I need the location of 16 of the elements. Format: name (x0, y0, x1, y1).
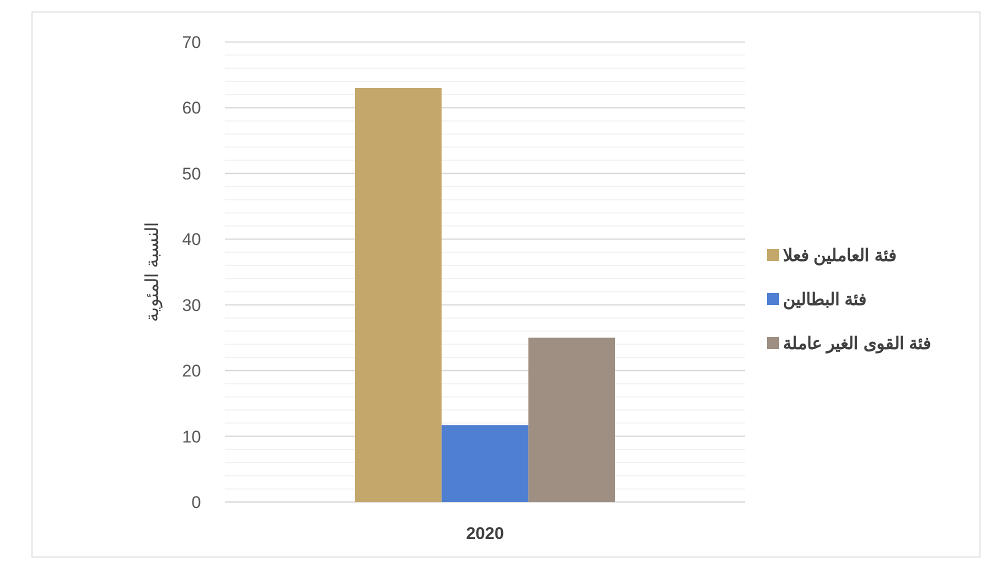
y-tick-label: 20 (182, 362, 201, 381)
y-tick-label: 60 (182, 98, 201, 118)
y-tick-label: 70 (182, 33, 201, 52)
legend-label: فئة القوى الغير عاملة (783, 334, 932, 354)
x-tick-label: 2020 (466, 524, 504, 543)
bar (355, 88, 442, 502)
bar (442, 425, 528, 502)
y-tick-label: 0 (192, 493, 201, 512)
legend-label: فئة العاملين فعلا (783, 246, 896, 266)
y-tick-label: 40 (182, 230, 201, 250)
y-axis-title: النسبة المئوية (142, 222, 163, 322)
legend-label: فئة البطالين (783, 290, 867, 310)
bar (528, 338, 615, 502)
y-tick-label: 50 (182, 164, 201, 184)
y-tick-label: 30 (182, 296, 201, 315)
y-tick-label: 10 (182, 427, 201, 446)
